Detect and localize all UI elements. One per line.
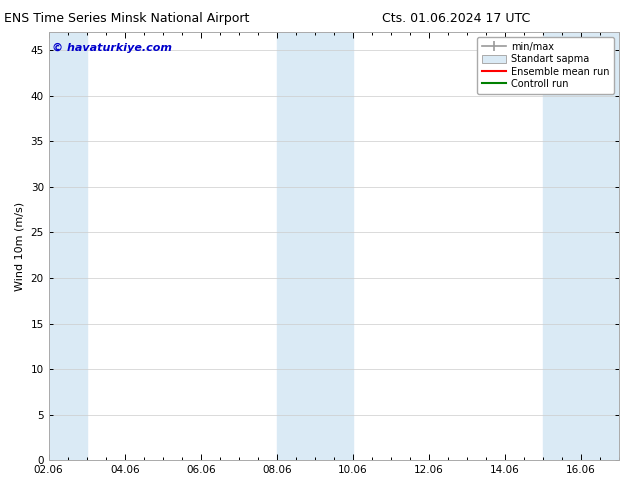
Text: ENS Time Series Minsk National Airport: ENS Time Series Minsk National Airport: [4, 12, 250, 25]
Text: © havaturkiye.com: © havaturkiye.com: [51, 43, 172, 53]
Bar: [49, 32, 87, 460]
Legend: min/max, Standart sapma, Ensemble mean run, Controll run: min/max, Standart sapma, Ensemble mean r…: [477, 37, 614, 94]
Text: Cts. 01.06.2024 17 UTC: Cts. 01.06.2024 17 UTC: [382, 12, 531, 25]
Bar: [277, 32, 353, 460]
Y-axis label: Wind 10m (m/s): Wind 10m (m/s): [15, 201, 25, 291]
Bar: [543, 32, 619, 460]
